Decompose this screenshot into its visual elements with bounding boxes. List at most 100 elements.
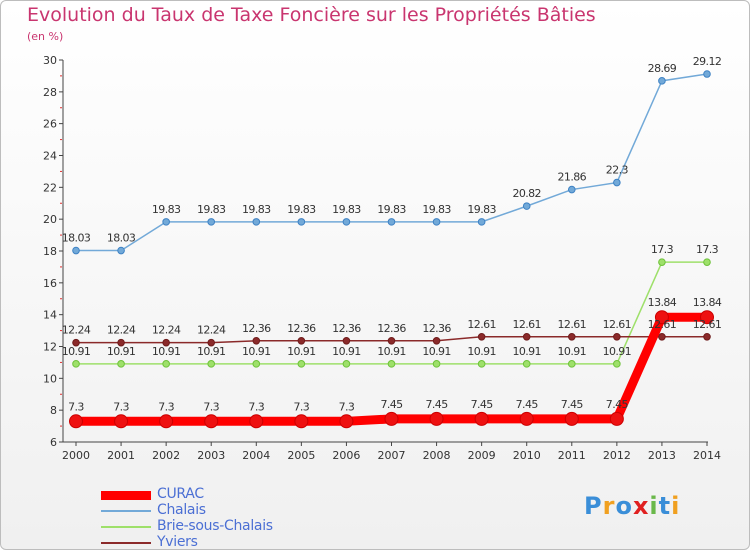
x-tick-label: 2002	[152, 449, 180, 462]
x-tick-label: 2010	[513, 449, 541, 462]
data-label-curac: 7.45	[606, 398, 629, 411]
data-point-yviers	[477, 332, 486, 341]
data-point-chalais	[613, 178, 621, 187]
data-label-curac: 7.45	[516, 398, 539, 411]
data-point-yviers	[613, 332, 621, 341]
data-label-brie-sous-chalais: 10.91	[422, 345, 451, 358]
data-point-curac	[204, 414, 219, 429]
legend-label-yviers: Yviers	[157, 534, 198, 550]
data-point-chalais	[477, 218, 486, 226]
data-label-chalais: 28.69	[648, 62, 677, 75]
x-tick-label: 2012	[603, 449, 631, 462]
data-label-brie-sous-chalais: 10.91	[62, 345, 91, 358]
data-label-yviers: 12.36	[332, 322, 361, 335]
data-label-curac: 13.84	[648, 296, 677, 309]
chart-title: Evolution du Taux de Taxe Foncière sur l…	[27, 4, 596, 26]
data-point-brie-sous-chalais	[117, 360, 125, 368]
data-point-yviers	[117, 338, 125, 347]
y-tick-label: 16	[43, 277, 57, 290]
y-tick-label: 26	[43, 118, 57, 131]
y-tick-label: 28	[43, 86, 57, 99]
data-label-chalais: 19.83	[197, 203, 226, 216]
y-tick-label: 6	[50, 436, 57, 449]
data-point-yviers	[432, 336, 441, 345]
data-point-curac	[519, 411, 534, 426]
data-point-brie-sous-chalais	[703, 258, 711, 266]
data-point-yviers	[297, 336, 306, 345]
data-label-curac: 7.3	[248, 400, 264, 413]
data-label-brie-sous-chalais: 10.91	[558, 345, 587, 358]
data-point-yviers	[252, 336, 261, 345]
data-point-brie-sous-chalais	[72, 360, 80, 368]
x-tick-label: 2003	[197, 449, 225, 462]
chart-unit-label: (en %)	[27, 30, 64, 43]
data-label-chalais: 19.83	[332, 203, 361, 216]
data-point-yviers	[703, 332, 711, 341]
data-point-curac	[609, 411, 624, 426]
data-label-yviers: 12.61	[512, 318, 541, 331]
data-point-chalais	[432, 218, 441, 226]
data-point-brie-sous-chalais	[297, 360, 306, 368]
data-point-chalais	[658, 77, 666, 85]
logo-letter: r	[602, 492, 616, 520]
x-tick-label: 2004	[242, 449, 270, 462]
data-label-brie-sous-chalais: 10.91	[467, 345, 496, 358]
data-label-yviers: 12.36	[422, 322, 451, 335]
data-label-brie-sous-chalais: 10.91	[332, 345, 361, 358]
logo-letter: x	[632, 492, 650, 520]
data-label-brie-sous-chalais: 10.91	[377, 345, 406, 358]
data-label-yviers: 12.61	[603, 318, 632, 331]
data-point-curac	[564, 411, 579, 426]
y-tick-label: 14	[43, 309, 57, 322]
data-label-brie-sous-chalais: 10.91	[197, 345, 226, 358]
data-label-chalais: 19.83	[467, 203, 496, 216]
data-point-chalais	[252, 218, 261, 226]
data-label-yviers: 12.36	[377, 322, 406, 335]
data-point-yviers	[522, 332, 531, 341]
data-label-yviers: 12.61	[558, 318, 587, 331]
data-label-chalais: 19.83	[377, 203, 406, 216]
data-point-chalais	[117, 246, 125, 255]
data-label-brie-sous-chalais: 10.91	[107, 345, 136, 358]
data-point-chalais	[297, 218, 306, 226]
logo-letter: i	[649, 492, 659, 520]
data-point-yviers	[567, 332, 576, 341]
data-point-curac	[249, 414, 264, 429]
x-tick-label: 2008	[423, 449, 451, 462]
data-point-chalais	[207, 218, 216, 226]
y-tick-label: 24	[43, 150, 57, 163]
data-point-curac	[384, 411, 399, 426]
data-label-chalais: 22.3	[606, 164, 629, 177]
data-label-brie-sous-chalais: 10.91	[152, 345, 181, 358]
legend-swatch-brie-sous-chalais	[101, 526, 151, 528]
data-label-yviers: 12.24	[107, 324, 136, 337]
data-label-brie-sous-chalais: 10.91	[512, 345, 541, 358]
data-label-chalais: 29.12	[693, 55, 722, 68]
data-label-curac: 7.45	[380, 398, 403, 411]
data-point-brie-sous-chalais	[252, 360, 261, 368]
data-label-yviers: 12.36	[242, 322, 271, 335]
data-point-chalais	[522, 202, 531, 210]
y-tick-label: 8	[50, 404, 57, 417]
data-point-chalais	[162, 218, 170, 226]
data-label-curac: 7.45	[471, 398, 494, 411]
data-point-brie-sous-chalais	[207, 360, 216, 368]
y-tick-label: 22	[43, 181, 57, 194]
data-point-yviers	[207, 338, 216, 347]
data-point-brie-sous-chalais	[342, 360, 351, 368]
data-point-curac	[429, 411, 444, 426]
y-tick-label: 12	[43, 341, 57, 354]
data-point-curac	[700, 310, 714, 325]
x-tick-label: 2013	[648, 449, 676, 462]
data-label-curac: 7.45	[561, 398, 584, 411]
y-tick-label: 10	[43, 372, 57, 385]
data-label-curac: 7.3	[113, 400, 129, 413]
data-point-yviers	[342, 336, 351, 345]
data-point-yviers	[658, 332, 666, 341]
data-point-chalais	[703, 70, 711, 78]
data-label-curac: 7.45	[426, 398, 449, 411]
logo-letter: o	[615, 492, 633, 520]
data-point-brie-sous-chalais	[432, 360, 441, 368]
data-point-yviers	[162, 338, 170, 347]
